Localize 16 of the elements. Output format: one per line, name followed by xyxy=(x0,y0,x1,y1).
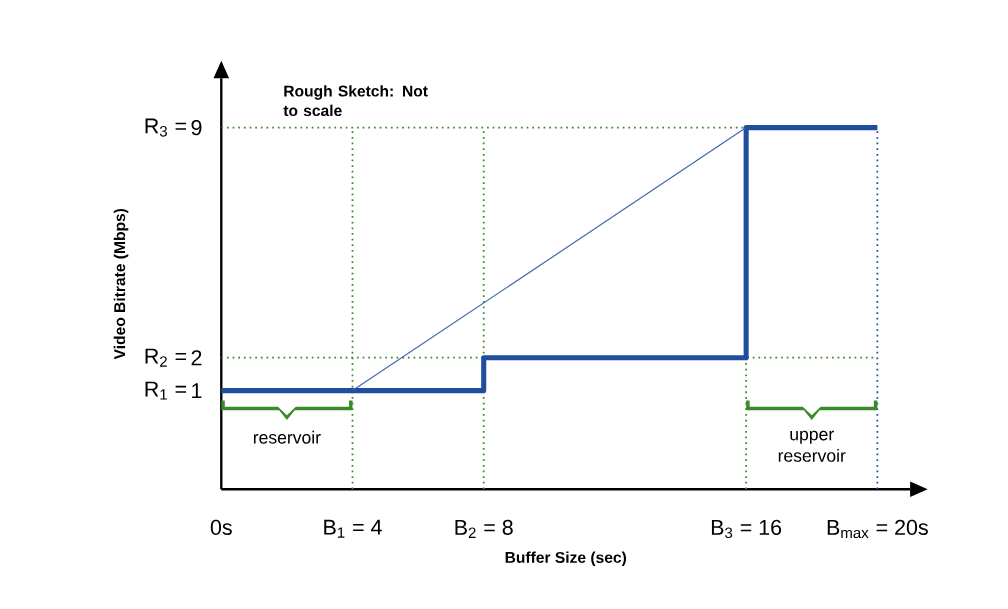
y-axis-title: Video Bitrate (Mbps) xyxy=(113,209,129,360)
x-tick-label: B$_{2}$ = 8 xyxy=(455,520,513,539)
y-tick-label: 2 xyxy=(191,350,202,366)
x-tick-label: 0s xyxy=(210,520,232,536)
annotation: reservoir xyxy=(253,430,321,444)
text: R$_{3}$ = xyxy=(145,118,187,137)
x-axis-title: Buffer Size (sec) xyxy=(505,551,627,567)
y-tick-label: 1 xyxy=(192,383,202,399)
x-tick-label: B$_{max}$ = 20s xyxy=(827,520,928,539)
text: R$_{2}$ = xyxy=(145,348,187,367)
y-tick-label: 9 xyxy=(191,120,202,136)
x-tick-label: B$_{1}$ = 4 xyxy=(324,520,382,538)
annotation: Rough Sketch: Not to scale xyxy=(283,85,428,117)
annotation: upper reservoir xyxy=(778,430,846,463)
x-tick-label: B$_{3}$ = 16 xyxy=(711,520,782,539)
text: R$_{1}$ = xyxy=(145,381,187,400)
